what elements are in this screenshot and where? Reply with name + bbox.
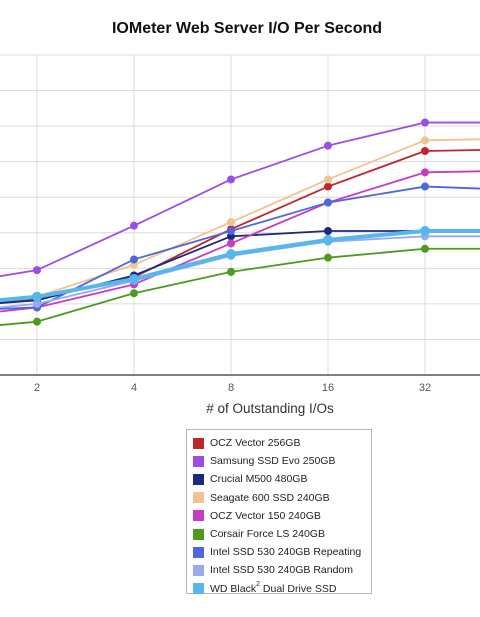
chart-title: IOMeter Web Server I/O Per Second [111, 20, 383, 37]
legend: OCZ Vector 256GB Samsung SSD Evo 250GB Cru… [186, 429, 372, 595]
data-point [33, 317, 41, 326]
legend-entry: Samsung SSD Evo 250GB [193, 452, 371, 470]
x-tick-label: 16 [322, 382, 334, 394]
legend-entry: WD Black 2 Dual Drive SSD [193, 580, 371, 598]
legend-swatch [193, 510, 204, 522]
data-point [227, 239, 235, 248]
series-0 [0, 147, 480, 303]
x-tick-label: 32 [419, 382, 431, 394]
legend-label: OCZ Vector 256GB [210, 437, 301, 450]
grid-lines [0, 54, 480, 375]
legend-swatch [193, 473, 204, 485]
data-point [227, 175, 235, 184]
legend-swatch [193, 437, 204, 449]
data-point [227, 218, 235, 227]
data-point [130, 255, 138, 264]
legend-label: Crucial M500 480GB [210, 473, 308, 486]
data-point [130, 289, 138, 298]
x-tick-label: 8 [228, 382, 234, 394]
legend-label: OCZ Vector 150 240GB [210, 509, 321, 522]
data-point [226, 249, 236, 260]
x-axis-label: # of Outstanding I/Os [206, 401, 334, 416]
data-point [420, 226, 430, 236]
data-point [421, 168, 429, 177]
legend-swatch [193, 583, 204, 595]
data-point [421, 182, 429, 191]
legend-entry: Seagate 600 SSD 240GB [193, 489, 371, 507]
data-point [421, 118, 429, 127]
data-point [324, 253, 332, 262]
legend-entry: Intel SSD 530 240GB Random [193, 561, 371, 579]
data-point [324, 182, 332, 191]
data-point [33, 299, 41, 308]
legend-entry: OCZ Vector 256GB [193, 434, 371, 452]
legend-label: Corsair Force LS 240GB [210, 528, 325, 541]
legend-swatch [193, 528, 204, 540]
x-tick-label: 2 [34, 382, 40, 394]
data-point [324, 198, 332, 207]
data-point [324, 141, 332, 150]
data-point [324, 175, 332, 184]
data-point [32, 291, 42, 302]
series-1 [0, 118, 480, 278]
legend-entry: Crucial M500 480GB [193, 470, 371, 488]
legend-label: Samsung SSD Evo 250GB [210, 455, 336, 468]
series-lines [0, 118, 480, 326]
legend-label-superscript: 2 [256, 581, 260, 589]
data-point [227, 227, 235, 235]
x-tick-labels: 2 4 8 16 32 [34, 382, 431, 394]
data-point [421, 244, 429, 253]
data-point [33, 266, 41, 275]
data-point [324, 227, 332, 235]
data-point [227, 267, 235, 276]
legend-label: WD Black [210, 582, 257, 595]
series-line [0, 138, 480, 301]
legend-swatch [193, 455, 204, 467]
series-7 [0, 232, 480, 309]
data-point [130, 221, 138, 230]
legend-entry: Corsair Force LS 240GB [193, 525, 371, 543]
data-point [421, 147, 429, 155]
data-point [421, 136, 429, 145]
legend-label: Intel SSD 530 240GB Repeating [210, 546, 362, 559]
data-point [129, 274, 139, 284]
legend-entry: OCZ Vector 150 240GB [193, 507, 371, 525]
series-line [0, 235, 480, 309]
series-8 [0, 226, 480, 303]
legend-label-suffix: Dual Drive SSD [260, 582, 337, 595]
legend-swatch [193, 564, 204, 576]
legend-swatch [193, 546, 204, 558]
data-point [323, 234, 333, 245]
x-tick-label: 4 [131, 382, 137, 394]
legend-label: Intel SSD 530 240GB Random [210, 564, 354, 577]
legend-swatch [193, 492, 204, 504]
legend-label: Seagate 600 SSD 240GB [210, 491, 330, 504]
legend-entry: Intel SSD 530 240GB Repeating [193, 543, 371, 561]
series-5 [0, 244, 480, 326]
